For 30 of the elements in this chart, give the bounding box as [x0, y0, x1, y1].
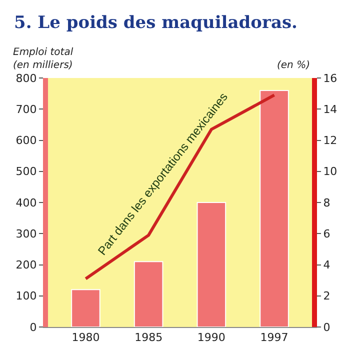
y-tick-label: 500: [16, 165, 37, 178]
line-series: [84, 94, 276, 280]
y2-tick-label: 2: [323, 290, 330, 303]
y-tick-label: 700: [16, 102, 37, 116]
y-tick-label: 400: [16, 196, 37, 210]
y-tick-label: 0: [30, 320, 37, 334]
y2-tick-label: 14: [323, 102, 338, 116]
chart-title: 5. Le poids des maquiladoras.: [14, 13, 298, 34]
y2-tick-label: 6: [323, 227, 330, 240]
y2-tick-label: 0: [323, 320, 330, 334]
x-tick-label: 1985: [134, 331, 163, 344]
y2-axis-title: (en %): [277, 60, 310, 71]
bar: [260, 90, 289, 327]
y-tick-label: 200: [16, 258, 37, 272]
y2-tick-label: 12: [323, 134, 338, 148]
bar: [196, 202, 226, 327]
x-tick-label: 1997: [260, 331, 288, 344]
bar: [71, 289, 100, 327]
y2-tick-label: 10: [323, 165, 338, 178]
y2-tick-label: 16: [323, 72, 338, 85]
y-axis-title: Emploi total (en milliers): [13, 47, 74, 71]
y-tick-label: 100: [16, 290, 37, 303]
bar: [134, 261, 164, 327]
y-tick-label: 300: [16, 227, 37, 240]
y-tick-label: 600: [16, 134, 37, 148]
y-tick-label: 800: [16, 72, 37, 85]
x-tick-label: 1980: [72, 331, 100, 344]
y2-tick-label: 8: [323, 196, 330, 210]
y2-tick-label: 4: [323, 258, 330, 272]
x-tick-label: 1990: [197, 331, 226, 344]
